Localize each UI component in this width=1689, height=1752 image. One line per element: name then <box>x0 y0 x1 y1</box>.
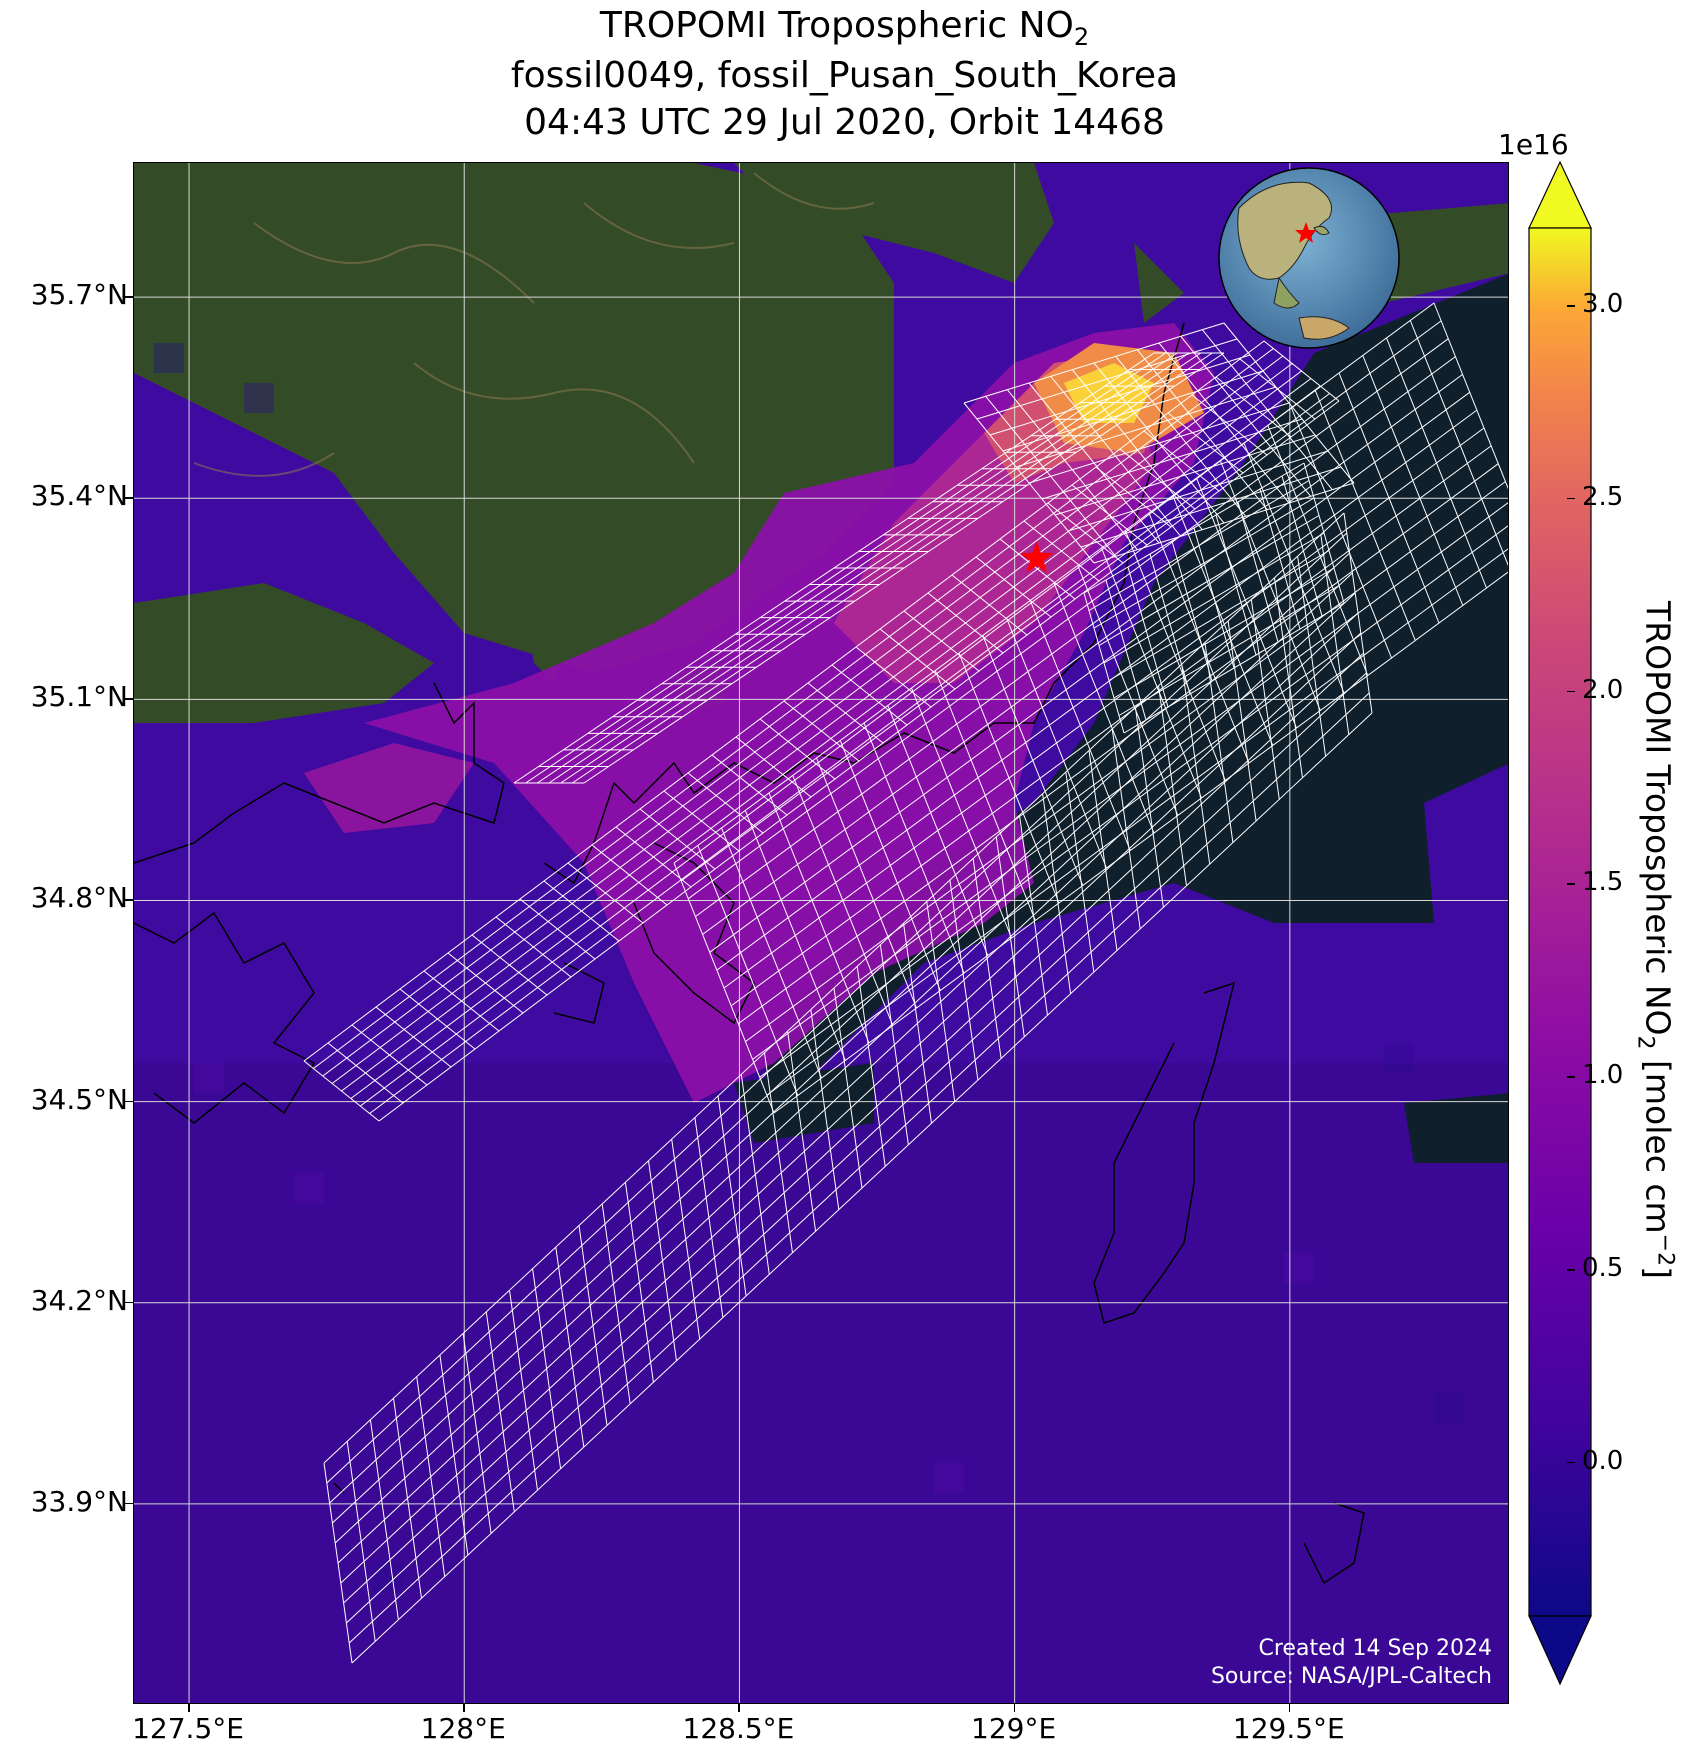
colorbar-extend-min <box>1528 1615 1592 1686</box>
footprint-swath-1 <box>303 340 1340 1122</box>
lat-tick-label-3: 34.8°N <box>30 881 128 915</box>
colorbar-tick-label-0: 0.0 <box>1582 1445 1624 1476</box>
no2-plume <box>304 323 1214 1103</box>
created-date-text: Created 14 Sep 2024 <box>1258 1636 1493 1661</box>
land-texture <box>193 172 875 477</box>
footprint-swath-2 <box>673 302 1508 1114</box>
lon-tick-label-3: 129°E <box>971 1712 1057 1745</box>
lat-tick-mark-4 <box>125 1100 133 1103</box>
fp1-mesh <box>513 352 1225 784</box>
fp1-mesh <box>303 340 1340 1122</box>
globe-japan <box>1313 225 1330 236</box>
colorbar-tick-mark-0 <box>1567 1461 1575 1464</box>
globe-australia <box>1298 316 1350 340</box>
map-title-line2: fossil0049, fossil_Pusan_South_Korea <box>510 55 1179 96</box>
map-panel[interactable]: Created 14 Sep 2024 Source: NASA/JPL-Cal… <box>133 162 1509 1704</box>
lon-tick-mark-0 <box>188 1704 190 1712</box>
footprint-swath-3 <box>323 462 1373 1664</box>
lon-tick-label-4: 129.5°E <box>1232 1712 1345 1745</box>
lat-tick-label-1: 35.4°N <box>30 479 128 513</box>
fp3-mesh <box>1083 462 1345 734</box>
globe-asia-landmass <box>1237 181 1332 280</box>
fp3-mesh <box>323 512 1373 1664</box>
globe-se-asia <box>1273 276 1300 309</box>
footprint-grids <box>303 302 1508 1664</box>
globe-location-star <box>1295 222 1317 243</box>
map-credits: Created 14 Sep 2024 Source: NASA/JPL-Cal… <box>1211 1635 1492 1691</box>
colorbar-tick-mark-1 <box>1567 1269 1575 1271</box>
fp2-mesh <box>963 322 1355 564</box>
lat-tick-mark-1 <box>125 497 133 499</box>
lon-tick-mark-2 <box>738 1704 740 1712</box>
colorbar-tick-mark-3 <box>1567 883 1575 885</box>
colorbar-extend-max <box>1528 160 1592 229</box>
no2-pixel-mottle <box>154 343 1464 1593</box>
data-source-text: Source: NASA/JPL-Caltech <box>1210 1664 1492 1689</box>
colorbar-title: TROPOMI Tropospheric NO2 [molec cm−2] <box>1632 601 1678 1279</box>
lon-tick-label-1: 128°E <box>420 1712 506 1745</box>
map-canvas[interactable] <box>134 163 1509 1704</box>
colorbar-tick-mark-6 <box>1567 305 1575 307</box>
colorbar <box>1528 160 1592 1686</box>
lat-tick-label-6: 33.9°N <box>30 1484 128 1518</box>
lat-tick-label-2: 35.1°N <box>30 680 128 714</box>
colorbar-tick-mark-2 <box>1567 1076 1575 1078</box>
colorbar-exponent: 1e16 <box>1498 128 1569 161</box>
map-title-line1: TROPOMI Tropospheric NO2 <box>599 5 1090 52</box>
colorbar-tick-label-1: 0.5 <box>1582 1253 1624 1283</box>
lon-tick-label-0: 127.5°E <box>132 1712 244 1745</box>
overview-globe[interactable] <box>1218 167 1400 349</box>
no2-field-south <box>134 1063 1508 1703</box>
coastlines <box>134 322 1365 1585</box>
lat-tick-mark-3 <box>125 899 133 901</box>
colorbar-tick-mark-5 <box>1567 497 1575 500</box>
lat-tick-mark-5 <box>125 1301 133 1304</box>
colorbar-tick-label-6: 3.0 <box>1582 289 1624 320</box>
colorbar-gradient <box>1528 227 1592 1617</box>
colorbar-tick-label-4: 2.0 <box>1582 674 1624 705</box>
lat-tick-label-5: 34.2°N <box>30 1283 128 1317</box>
colorbar-tick-mark-4 <box>1567 690 1575 693</box>
lat-tick-mark-6 <box>125 1502 133 1505</box>
lat-tick-label-4: 34.5°N <box>30 1082 128 1116</box>
lat-tick-mark-2 <box>125 698 133 700</box>
source-location-star[interactable] <box>1019 541 1054 573</box>
lat-tick-mark-0 <box>125 296 133 298</box>
lon-tick-mark-4 <box>1288 1704 1291 1712</box>
lon-tick-mark-3 <box>1013 1704 1016 1712</box>
colorbar-tick-label-3: 1.5 <box>1582 867 1624 898</box>
colorbar-tick-label-2: 1.0 <box>1582 1060 1624 1091</box>
lat-tick-label-0: 35.7°N <box>30 278 128 312</box>
lon-tick-label-2: 128.5°E <box>682 1712 795 1745</box>
map-title-line3: 04:43 UTC 29 Jul 2020, Orbit 14468 <box>524 102 1165 143</box>
fp2-mesh <box>673 302 1508 1114</box>
lon-tick-mark-1 <box>463 1704 465 1712</box>
colorbar-tick-label-5: 2.5 <box>1582 481 1624 512</box>
